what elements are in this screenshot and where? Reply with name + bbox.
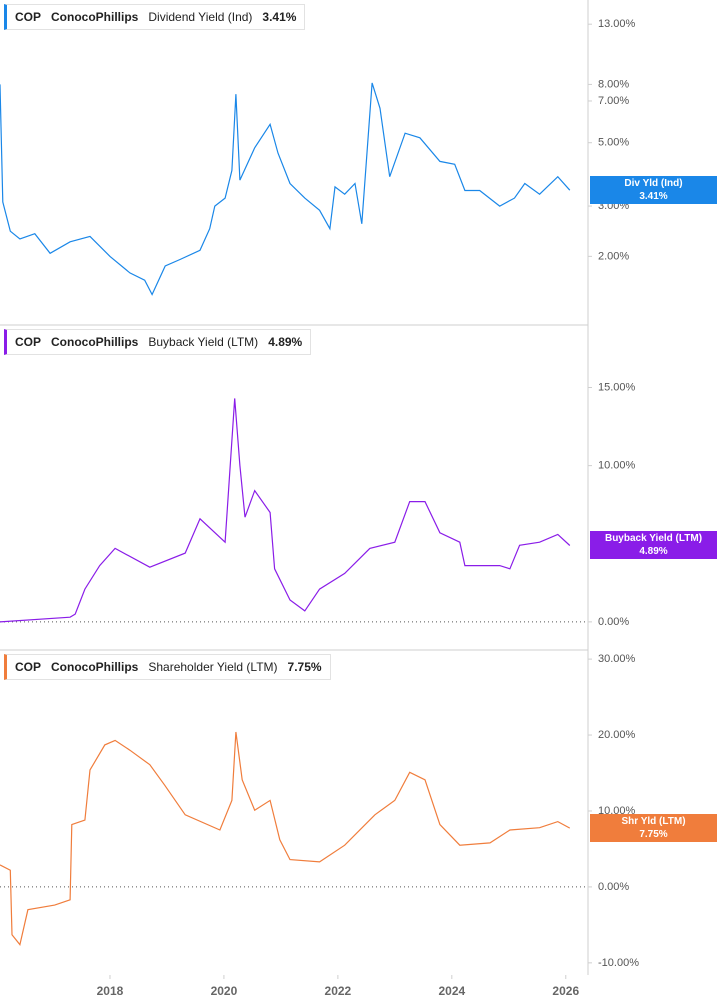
last-value-box: Buyback Yield (LTM) 4.89% [590, 531, 717, 560]
y-tick-label: 15.00% [598, 381, 636, 393]
y-tick-label: 5.00% [598, 137, 629, 149]
y-tick-label: 13.00% [598, 18, 636, 30]
last-value-name: Div Yld (Ind) [624, 178, 683, 190]
legend-header: COP ConocoPhillips Shareholder Yield (LTM)… [4, 654, 331, 680]
last-value-box: Shr Yld (LTM) 7.75% [590, 814, 717, 843]
y-tick-label: 30.00% [598, 653, 636, 665]
metric-title: Buyback Yield (LTM) [148, 335, 259, 349]
ticker: COP [15, 660, 42, 674]
x-tick-label: 2022 [325, 984, 352, 998]
y-tick-label: 2.00% [598, 250, 629, 262]
metric-title: Dividend Yield (Ind) [148, 10, 253, 24]
company: ConocoPhillips [51, 335, 139, 349]
y-tick-label: 10.00% [598, 805, 636, 817]
current-value: 7.75% [287, 660, 322, 674]
x-tick-label: 2026 [552, 984, 579, 998]
ticker: COP [15, 10, 42, 24]
company: ConocoPhillips [51, 660, 139, 674]
x-tick-label: 2018 [97, 984, 124, 998]
last-value-label: 7.75% [639, 829, 668, 841]
y-tick-label: 0.00% [598, 881, 629, 893]
x-tick-label: 2024 [438, 984, 465, 998]
last-value-name: Buyback Yield (LTM) [604, 533, 703, 545]
last-value-name: Shr Yld (LTM) [621, 816, 686, 828]
current-value: 3.41% [262, 10, 297, 24]
y-tick-label: -10.00% [598, 957, 639, 969]
line-series [0, 82, 571, 296]
line-series [0, 398, 571, 623]
line-series [0, 731, 571, 946]
last-value-label: 3.41% [639, 191, 668, 203]
metric-title: Shareholder Yield (LTM) [148, 660, 278, 674]
y-tick-label: 20.00% [598, 729, 636, 741]
y-tick-label: 10.00% [598, 460, 636, 472]
y-tick-label: 8.00% [598, 78, 629, 90]
y-tick-label: 7.00% [598, 95, 629, 107]
legend-header: COP ConocoPhillips Dividend Yield (Ind) 3.4… [4, 4, 306, 30]
legend-header: COP ConocoPhillips Buyback Yield (LTM) 4.89… [4, 329, 312, 355]
ticker: COP [15, 335, 42, 349]
last-value-box: Div Yld (Ind) 3.41% [590, 176, 717, 205]
y-tick-label: 0.00% [598, 616, 629, 628]
current-value: 4.89% [268, 335, 303, 349]
x-tick-label: 2020 [211, 984, 238, 998]
company: ConocoPhillips [51, 10, 139, 24]
last-value-label: 4.89% [639, 546, 668, 558]
